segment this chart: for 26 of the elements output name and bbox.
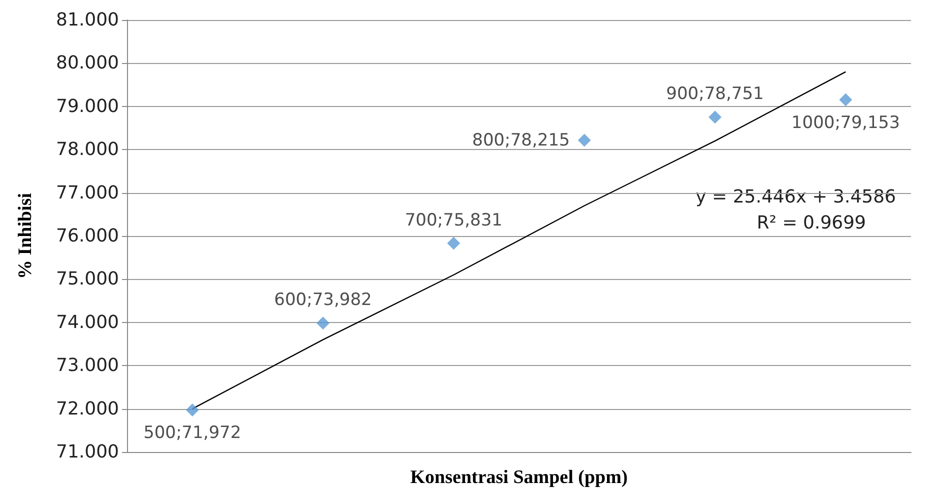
y-tick-label: 75.000 — [56, 268, 119, 290]
annotation: R² = 0.9699 — [756, 212, 866, 234]
y-tick-label: 77.000 — [56, 182, 119, 204]
data-label: 800;78,215 — [472, 130, 570, 150]
data-label: 1000;79,153 — [791, 112, 900, 133]
data-label: 500;71,972 — [143, 423, 242, 444]
point — [708, 110, 722, 124]
y-tick-label: 72.000 — [56, 398, 119, 420]
y-axis-title: % Inhibisi — [15, 192, 36, 280]
y-tick-label: 81.000 — [56, 10, 119, 30]
y-tick-label: 76.000 — [56, 226, 119, 246]
x-axis-title: Konsentrasi Sampel (ppm) — [410, 467, 628, 488]
point — [839, 93, 852, 106]
point — [316, 316, 330, 330]
y-tick-label: 80.000 — [56, 52, 119, 74]
data-label: 700;75,831 — [404, 210, 503, 230]
point — [186, 404, 199, 417]
y-tick-label: 79.000 — [56, 96, 119, 117]
y-tick-label: 73.000 — [56, 355, 119, 376]
point — [447, 236, 460, 250]
y-tick-label: 78.000 — [56, 139, 119, 160]
y-tick-label: 71.000 — [56, 442, 119, 462]
data-label: 900;78,751 — [666, 84, 764, 104]
data-label: 600;73,982 — [274, 290, 372, 310]
point — [578, 134, 591, 147]
y-tick-label: 74.000 — [56, 312, 119, 333]
